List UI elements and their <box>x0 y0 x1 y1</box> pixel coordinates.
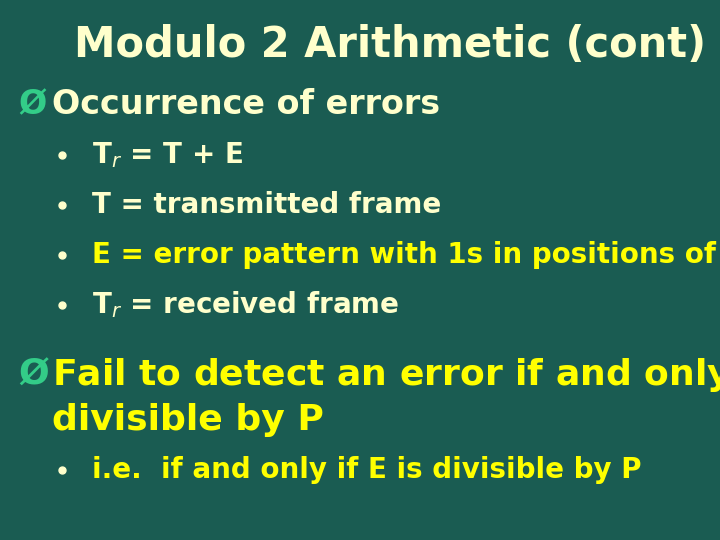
Text: T$_r$ = T + E: T$_r$ = T + E <box>92 140 243 170</box>
Text: Modulo 2 Arithmetic (cont): Modulo 2 Arithmetic (cont) <box>74 24 706 66</box>
Text: Fail to detect an error if and only if T$_r$ is: Fail to detect an error if and only if T… <box>52 356 720 394</box>
Text: T = transmitted frame: T = transmitted frame <box>92 191 441 219</box>
Text: Ø: Ø <box>18 358 49 392</box>
Text: E = error pattern with 1s in positions of error: E = error pattern with 1s in positions o… <box>92 241 720 269</box>
Text: Occurrence of errors: Occurrence of errors <box>52 89 440 122</box>
Text: i.e.  if and only if E is divisible by P: i.e. if and only if E is divisible by P <box>92 456 642 484</box>
Text: divisible by P: divisible by P <box>52 403 324 437</box>
Text: T$_r$ = received frame: T$_r$ = received frame <box>92 289 400 320</box>
Text: Ø: Ø <box>18 89 46 122</box>
